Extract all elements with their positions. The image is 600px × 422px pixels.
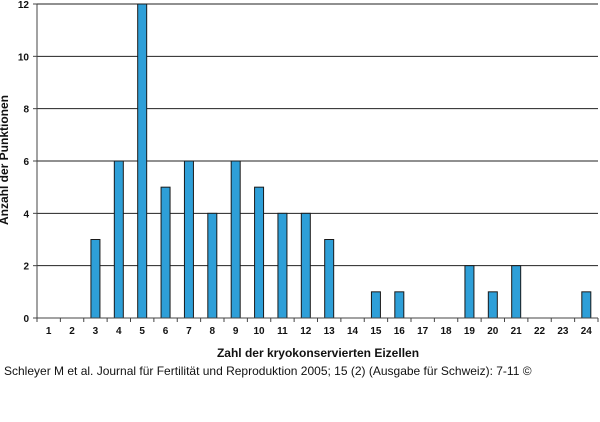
x-tick-label-8: 8	[210, 326, 216, 337]
bar-7	[183, 160, 194, 319]
bar-21	[511, 265, 522, 319]
y-axis-ticks: 0 2 4 6 8 10 12	[18, 0, 37, 325]
bar-20	[487, 291, 498, 319]
x-tick-label-3: 3	[93, 326, 99, 337]
bar-19	[464, 265, 475, 319]
x-tick-label-24: 24	[581, 326, 593, 337]
bar-8	[207, 212, 218, 319]
x-tick-label-7: 7	[186, 326, 192, 337]
y-tick-label: 10	[18, 52, 30, 63]
x-tick-label-14: 14	[347, 326, 359, 337]
bar-16	[394, 291, 405, 319]
x-tick-label-15: 15	[370, 326, 382, 337]
x-tick-label-12: 12	[300, 326, 312, 337]
bar-9	[230, 160, 241, 319]
bar-11	[277, 212, 288, 319]
y-tick-label: 4	[23, 209, 29, 220]
source-caption: Schleyer M et al. Journal für Fertilität…	[4, 364, 532, 378]
bar-6	[160, 186, 171, 319]
x-axis-label: Zahl der kryokonservierten Eizellen	[217, 346, 419, 360]
x-tick-label-9: 9	[233, 326, 239, 337]
y-axis-label: Anzahl der Punktionen	[0, 95, 11, 225]
y-tick-label: 2	[23, 262, 29, 273]
y-tick-label: 12	[18, 0, 30, 11]
y-tick-label: 8	[23, 105, 29, 116]
bar-15	[370, 291, 381, 319]
x-tick-label-20: 20	[487, 326, 499, 337]
x-axis-ticks: 1 2 3 4 5 6 7 8 9 10 11 12 13 14 15 16 17 18 19 20 21 22 23 24	[36, 318, 599, 337]
bar-10	[254, 186, 265, 319]
x-tick-label-2: 2	[69, 326, 75, 337]
x-tick-label-18: 18	[441, 326, 453, 337]
x-tick-label-4: 4	[116, 326, 122, 337]
x-tick-label-21: 21	[511, 326, 523, 337]
x-tick-label-5: 5	[139, 326, 145, 337]
bar-13	[324, 239, 335, 319]
x-tick-label-17: 17	[417, 326, 429, 337]
x-tick-label-19: 19	[464, 326, 476, 337]
x-tick-label-22: 22	[534, 326, 546, 337]
x-tick-label-6: 6	[163, 326, 169, 337]
bar-5	[137, 3, 148, 319]
bar-3	[90, 239, 101, 319]
x-tick-label-23: 23	[557, 326, 569, 337]
bar-12	[300, 212, 311, 319]
x-tick-label-11: 11	[277, 326, 288, 337]
gridlines	[37, 3, 598, 267]
y-tick-label: 0	[23, 314, 29, 325]
bar-4	[113, 160, 124, 319]
bar-24	[581, 291, 592, 319]
x-tick-label-10: 10	[254, 326, 266, 337]
x-tick-label-13: 13	[324, 326, 336, 337]
x-tick-label-16: 16	[394, 326, 406, 337]
x-tick-label-1: 1	[46, 326, 52, 337]
y-tick-label: 6	[23, 157, 29, 168]
